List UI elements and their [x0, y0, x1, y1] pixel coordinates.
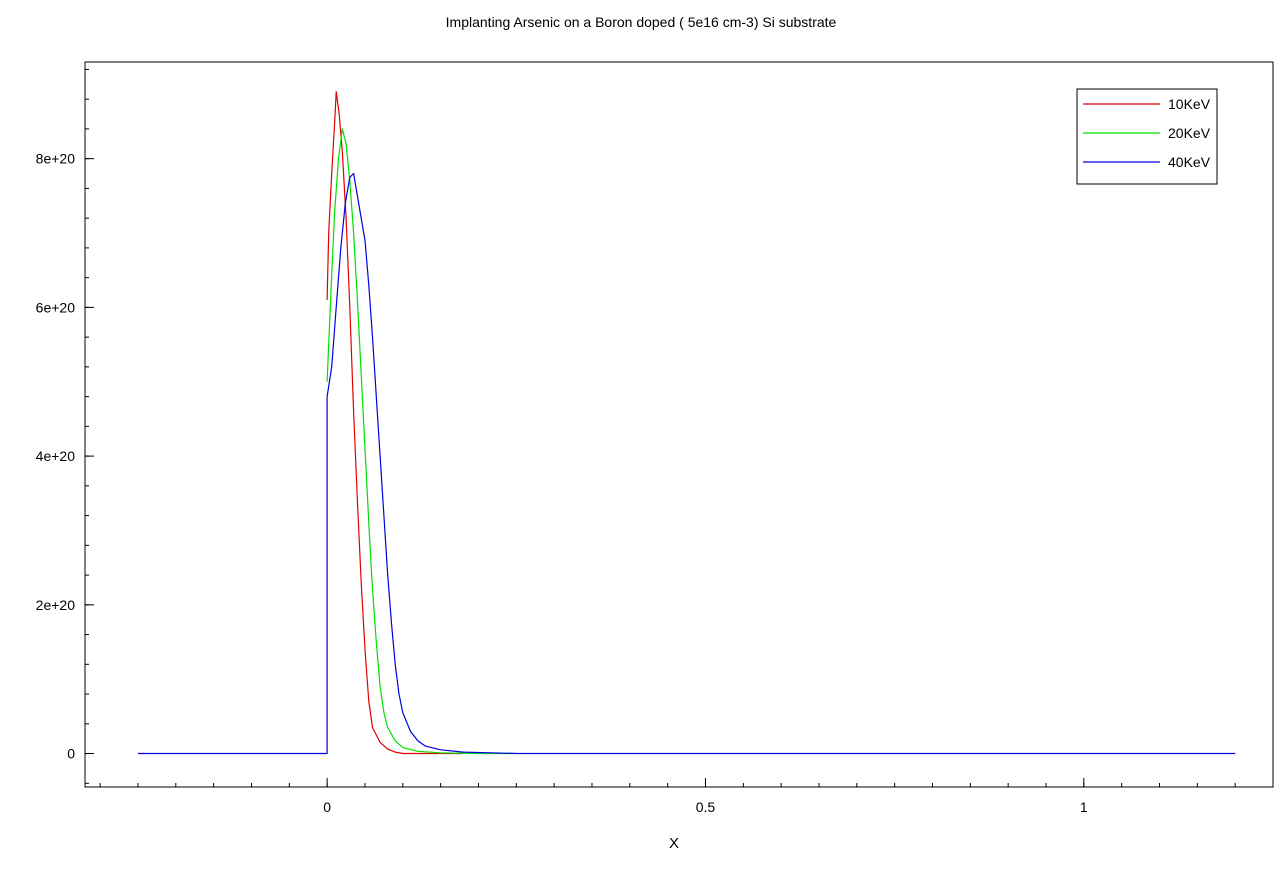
series-line-40KeV [138, 172, 1236, 755]
legend-label-10KeV: 10KeV [1168, 96, 1211, 112]
legend-label-20KeV: 20KeV [1168, 125, 1211, 141]
y-tick-label: 4e+20 [36, 448, 76, 464]
legend-label-40KeV: 40KeV [1168, 154, 1211, 170]
chart-title: Implanting Arsenic on a Boron doped ( 5e… [446, 14, 837, 30]
plot-frame [84, 61, 1274, 788]
x-tick-label: 0 [323, 799, 331, 815]
series-line-20KeV [326, 128, 517, 755]
y-tick-label: 8e+20 [36, 151, 76, 167]
legend: 10KeV 20KeV 40KeV [1076, 88, 1218, 185]
x-axis-label: X [669, 835, 679, 852]
series-line-10KeV [326, 91, 464, 755]
legend-box [1076, 88, 1218, 185]
series-group [138, 91, 1236, 755]
y-tick-label: 0 [67, 746, 75, 762]
x-tick-label: 1 [1080, 799, 1088, 815]
y-tick-label: 6e+20 [36, 299, 76, 315]
y-tick-label: 2e+20 [36, 597, 76, 613]
x-tick-label: 0.5 [696, 799, 716, 815]
axis-ticks: 0 0.5 1 0 2e+20 4e+20 6e+20 8e+20 [36, 68, 1236, 815]
